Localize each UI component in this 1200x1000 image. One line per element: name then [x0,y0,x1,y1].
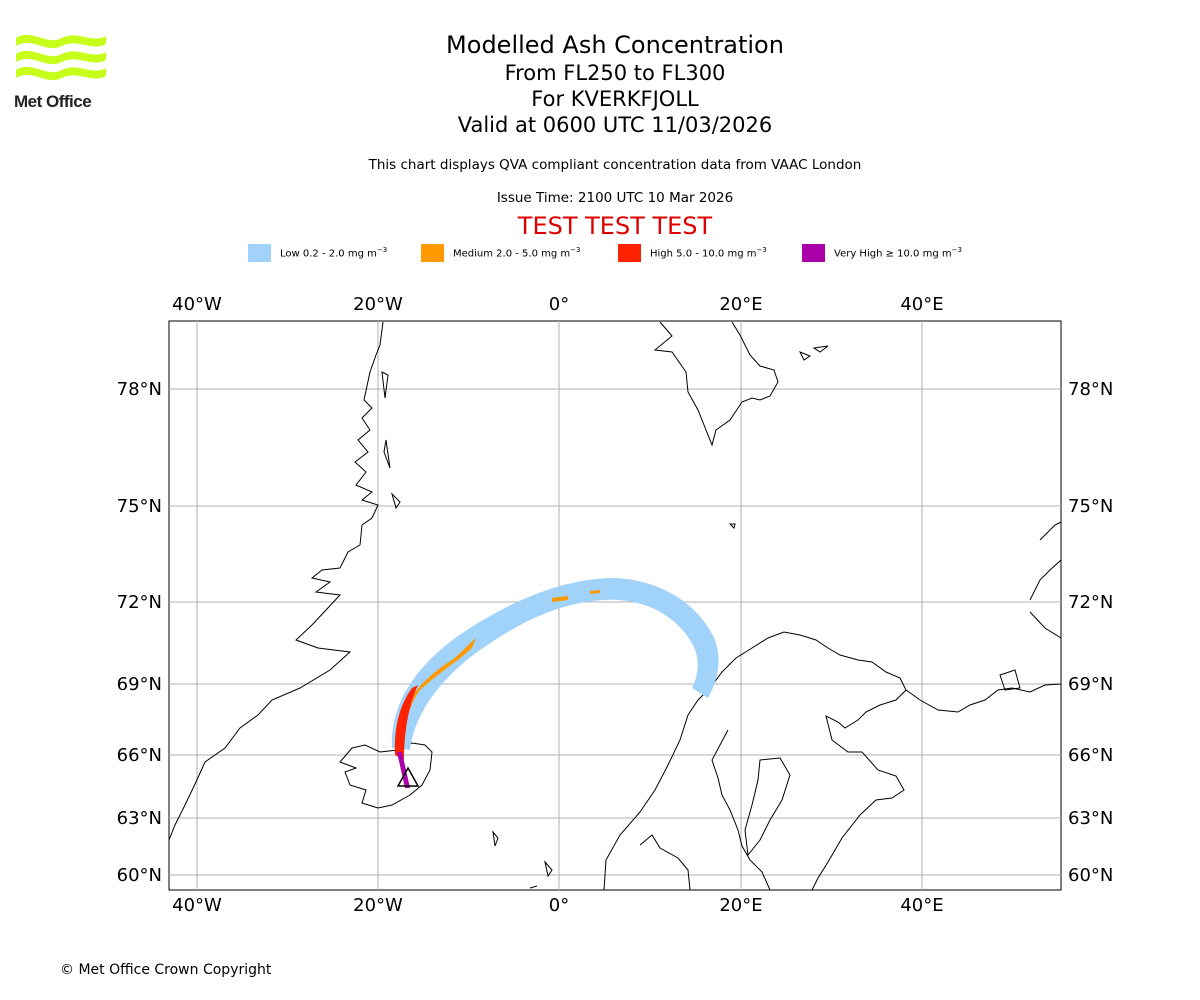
lat-label: 60°N [117,865,162,886]
lat-label: 72°N [1068,592,1113,613]
legend-label-high: High 5.0 - 10.0 mg m [650,248,757,260]
legend-unit-exp: −3 [570,246,581,255]
lat-label: 63°N [1068,808,1113,829]
lon-label: 0° [549,294,569,315]
compliance-note: This chart displays QVA compliant concen… [368,157,862,173]
legend-label-very-high: Very High ≥ 10.0 mg m [834,248,952,260]
lat-label: 72°N [117,592,162,613]
lat-label: 66°N [117,745,162,766]
issue-time: Issue Time: 2100 UTC 10 Mar 2026 [496,190,734,206]
lat-label: 66°N [1068,745,1113,766]
ash-region-low [391,578,719,750]
lon-label: 20°E [719,294,762,315]
lat-label: 75°N [1068,496,1113,517]
legend-item-very-high: Very High ≥ 10.0 mg m−3 [802,244,962,262]
lon-labels-bottom: 40°W 20°W 0° 20°E 40°E [172,895,943,916]
lon-labels-top: 40°W 20°W 0° 20°E 40°E [172,294,943,315]
ash-region-medium-2 [552,596,568,602]
title-line-3: For KVERKFJOLL [531,87,699,111]
ash-region-medium-3 [590,590,600,594]
lon-label: 20°W [353,294,403,315]
legend-swatch-low [248,244,271,262]
gridlines [169,321,1061,890]
chart-title: Modelled Ash Concentration From FL250 to… [315,30,915,138]
legend-swatch-medium [421,244,444,262]
copyright: © Met Office Crown Copyright [60,962,272,978]
legend-item-high: High 5.0 - 10.0 mg m−3 [618,244,767,262]
lat-label: 75°N [117,496,162,517]
lon-label: 40°E [900,895,943,916]
lat-label: 69°N [1068,674,1113,695]
lat-label: 63°N [117,808,162,829]
lon-label: 20°E [719,895,762,916]
lat-labels-left: 78°N 75°N 72°N 69°N 66°N 63°N 60°N [117,379,162,886]
lon-label: 40°E [900,294,943,315]
legend-label-medium: Medium 2.0 - 5.0 mg m [453,248,571,260]
legend-unit-exp: −3 [951,246,962,255]
title-line-2: From FL250 to FL300 [504,61,726,85]
map-frame [168,320,1062,891]
lat-label: 69°N [117,674,162,695]
test-banner: TEST TEST TEST [517,212,713,240]
logo-text: Met Office [14,92,92,111]
lon-label: 20°W [353,895,403,916]
legend-swatch-high [618,244,641,262]
met-office-logo: Met Office [14,30,109,111]
ash-region-very-high [397,752,410,788]
lat-label: 78°N [1068,379,1113,400]
title-line-4: Valid at 0600 UTC 11/03/2026 [457,113,773,137]
legend-unit-exp: −3 [376,246,388,255]
lat-label: 78°N [117,379,162,400]
ash-region-high [394,685,418,760]
legend-item-low: Low 0.2 - 2.0 mg m−3 [248,244,387,262]
legend-label-low: Low 0.2 - 2.0 mg m [280,248,377,260]
lon-label: 40°W [172,294,222,315]
lat-labels-right: 78°N 75°N 72°N 69°N 66°N 63°N 60°N [1068,379,1113,886]
legend-item-medium: Medium 2.0 - 5.0 mg m−3 [421,244,580,262]
lon-label: 40°W [172,895,222,916]
logo-waves-icon [16,34,106,81]
legend-unit-exp: −3 [756,246,767,255]
volcano-triangle-icon [396,766,420,787]
legend-swatch-very-high [802,244,825,262]
lon-label: 0° [549,895,569,916]
title-line-1: Modelled Ash Concentration [446,31,784,59]
lat-label: 60°N [1068,865,1113,886]
